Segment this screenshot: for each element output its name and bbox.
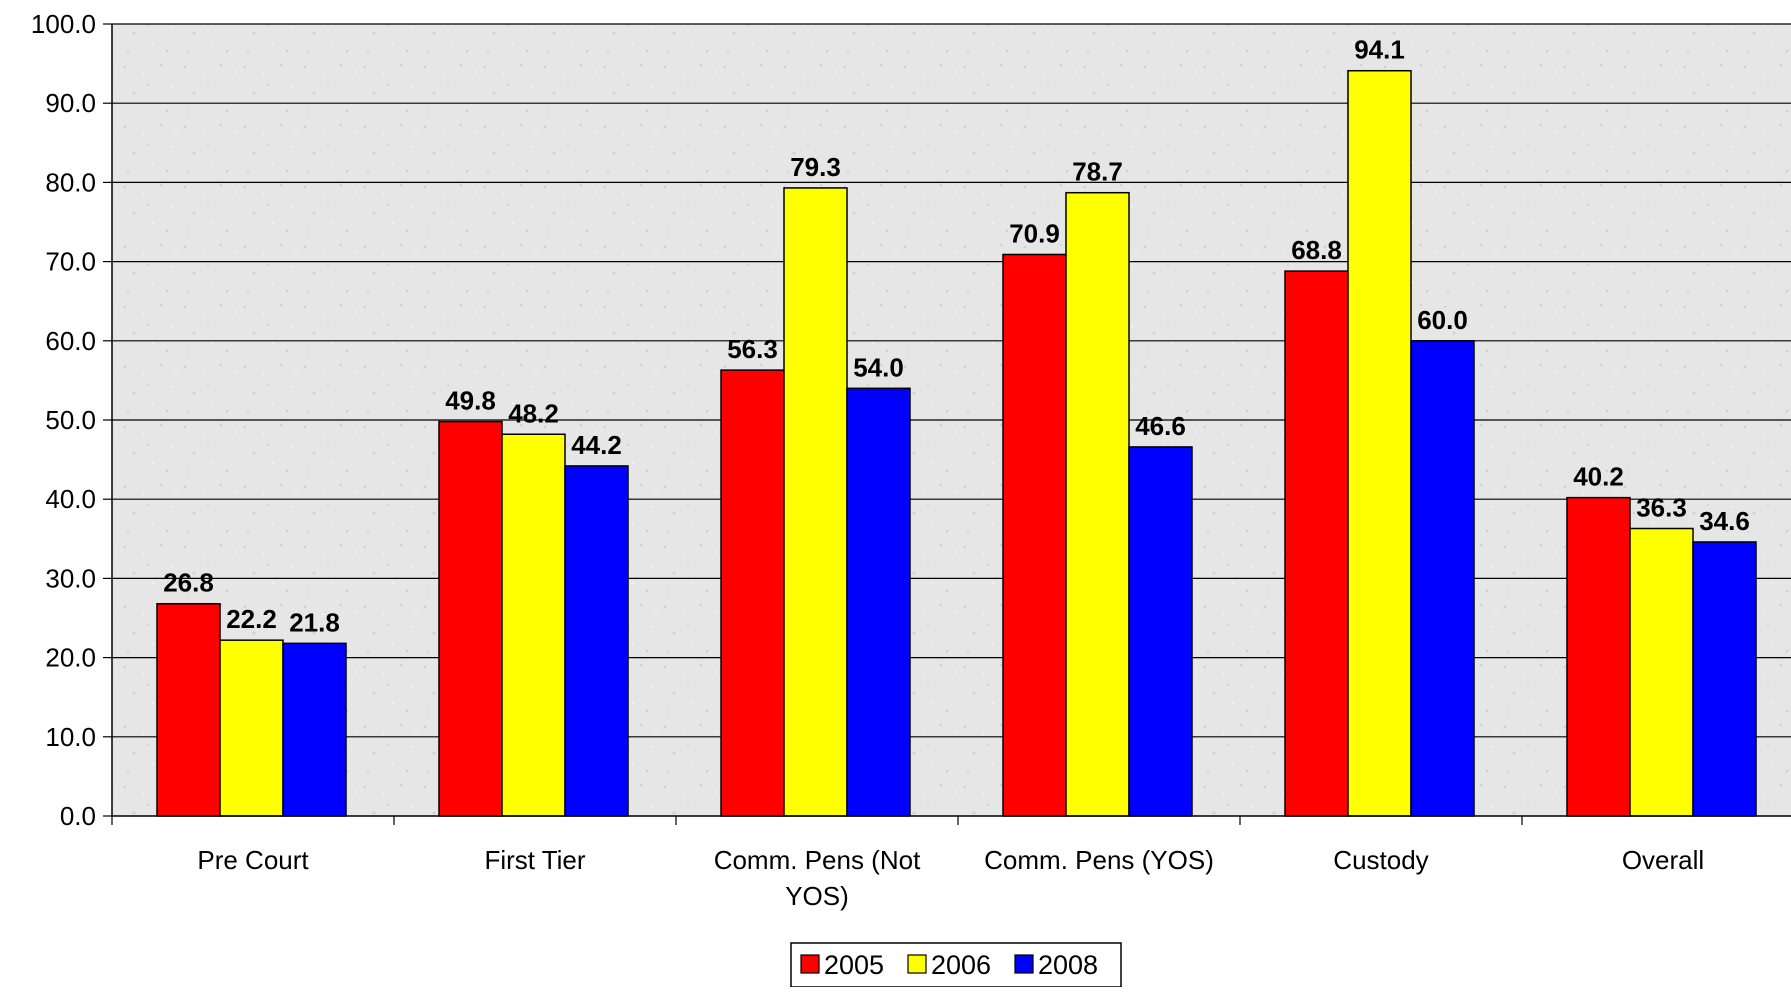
legend: 2005 2006 2008 bbox=[790, 942, 1122, 988]
bar-2006 bbox=[501, 433, 566, 817]
data-label: 26.8 bbox=[163, 568, 214, 598]
data-label: 34.6 bbox=[1699, 506, 1750, 536]
axes: 0.0 10.0 20.0 30.0 40.0 50.0 60.0 70.0 80.0 90.0 1… bbox=[31, 9, 1791, 911]
bar-2008 bbox=[1692, 541, 1757, 817]
bar-2005 bbox=[1566, 496, 1631, 817]
bar-2008 bbox=[846, 387, 911, 817]
legend-swatch-2008 bbox=[1014, 954, 1034, 974]
data-label: 40.2 bbox=[1573, 462, 1624, 492]
bar-2005 bbox=[1002, 253, 1067, 817]
data-label: 94.1 bbox=[1354, 35, 1405, 65]
legend-swatch-2005 bbox=[800, 954, 820, 974]
data-label: 79.3 bbox=[790, 152, 841, 182]
data-label: 46.6 bbox=[1135, 411, 1186, 441]
legend-label-2008: 2008 bbox=[1038, 950, 1098, 980]
bars bbox=[156, 69, 1757, 817]
legend-swatch-2006 bbox=[907, 954, 927, 974]
bar-2006 bbox=[1629, 527, 1694, 817]
y-tick-label: 60.0 bbox=[45, 326, 96, 356]
bar-2008 bbox=[1128, 446, 1193, 817]
bar-2006 bbox=[1065, 191, 1130, 817]
legend-box bbox=[790, 942, 1122, 988]
data-label: 22.2 bbox=[226, 604, 277, 634]
data-label: 44.2 bbox=[571, 430, 622, 460]
legend-label-2005: 2005 bbox=[824, 950, 884, 980]
y-tick-label: 30.0 bbox=[45, 563, 96, 593]
data-label: 70.9 bbox=[1009, 218, 1060, 248]
bar-2006 bbox=[219, 639, 284, 817]
bar-2005 bbox=[1284, 270, 1349, 817]
data-label: 60.0 bbox=[1417, 305, 1468, 335]
x-tick-label: Custody bbox=[1333, 845, 1428, 875]
x-tick-label: Overall bbox=[1622, 845, 1704, 875]
x-tick-label: YOS) bbox=[785, 881, 849, 911]
y-tick-label: 20.0 bbox=[45, 643, 96, 673]
y-tick-label: 100.0 bbox=[31, 9, 96, 39]
bar-2006 bbox=[1347, 69, 1412, 817]
x-tick-label: Comm. Pens (YOS) bbox=[984, 845, 1214, 875]
y-tick-label: 80.0 bbox=[45, 167, 96, 197]
x-tick-label: Comm. Pens (Not bbox=[714, 845, 921, 875]
data-label: 36.3 bbox=[1636, 493, 1687, 523]
bar-2008 bbox=[282, 642, 347, 817]
y-tick-label: 10.0 bbox=[45, 722, 96, 752]
bar-2008 bbox=[564, 465, 629, 817]
x-tick-label: First Tier bbox=[484, 845, 585, 875]
gridlines bbox=[112, 23, 1791, 738]
bar-2006 bbox=[783, 187, 848, 817]
y-tick-label: 90.0 bbox=[45, 88, 96, 118]
data-label: 68.8 bbox=[1291, 235, 1342, 265]
bar-2005 bbox=[156, 602, 221, 817]
bar-2008 bbox=[1410, 340, 1475, 817]
y-tick-label: 0.0 bbox=[60, 801, 96, 831]
data-label: 56.3 bbox=[727, 334, 778, 364]
y-tick-label: 70.0 bbox=[45, 247, 96, 277]
y-tick-label: 50.0 bbox=[45, 405, 96, 435]
y-tick-label: 40.0 bbox=[45, 484, 96, 514]
data-label: 49.8 bbox=[445, 386, 496, 416]
data-label: 48.2 bbox=[508, 398, 559, 428]
x-tick-label: Pre Court bbox=[197, 845, 309, 875]
bar-2005 bbox=[720, 369, 785, 817]
data-label: 54.0 bbox=[853, 352, 904, 382]
data-labels: 26.8 22.2 21.8 49.8 48.2 44.2 56.3 79.3 54.0 70.9… bbox=[163, 35, 1750, 638]
legend-label-2006: 2006 bbox=[931, 950, 991, 980]
data-label: 21.8 bbox=[289, 607, 340, 637]
bar-2005 bbox=[438, 420, 503, 817]
data-label: 78.7 bbox=[1072, 157, 1123, 187]
